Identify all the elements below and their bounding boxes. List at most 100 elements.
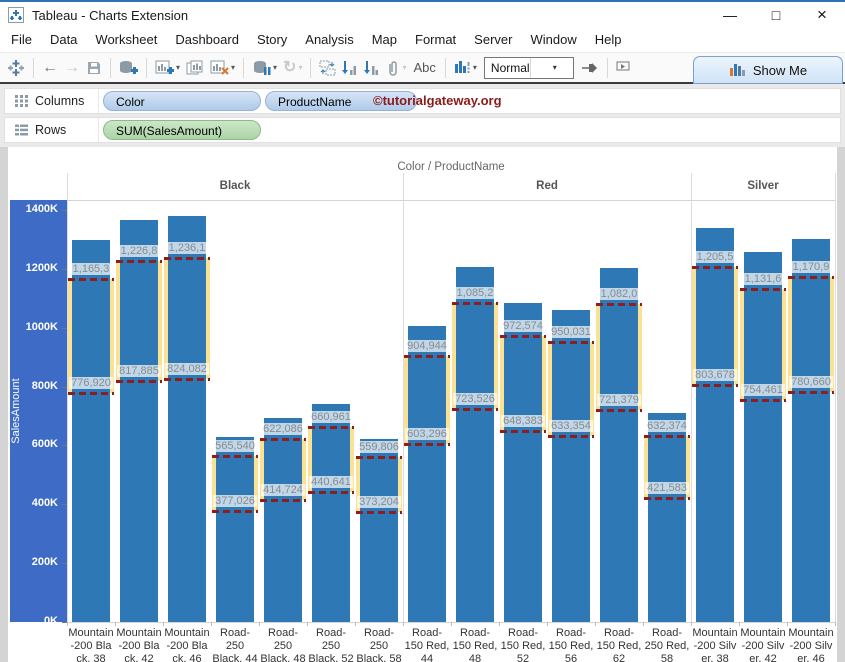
- category-label[interactable]: Road-250Black, 44: [208, 627, 262, 662]
- bar[interactable]: [408, 326, 446, 622]
- bar[interactable]: [744, 252, 782, 622]
- bar[interactable]: [792, 239, 830, 622]
- clear-sheet-button[interactable]: ▾: [210, 56, 235, 80]
- reference-line-lower: [692, 384, 738, 387]
- columns-icon: [15, 95, 28, 107]
- bar[interactable]: [312, 404, 350, 622]
- show-me-button[interactable]: Show Me: [693, 56, 843, 84]
- dropdown-caret-icon: ▾: [273, 63, 277, 72]
- minimize-button[interactable]: —: [707, 2, 753, 28]
- show-mark-labels-button[interactable]: Abc: [413, 60, 435, 75]
- menu-item-story[interactable]: Story: [248, 28, 296, 52]
- menu-item-file[interactable]: File: [2, 28, 41, 52]
- left-margin: [0, 147, 8, 662]
- fix-axes-button[interactable]: [581, 56, 599, 80]
- save-button[interactable]: [86, 56, 102, 80]
- y-tick-label: 800K: [8, 380, 58, 392]
- menu-item-analysis[interactable]: Analysis: [296, 28, 362, 52]
- bar[interactable]: [72, 240, 110, 622]
- bar[interactable]: [456, 267, 494, 622]
- category-label[interactable]: Road-150 Red,52: [496, 627, 550, 662]
- category-label[interactable]: Road-150 Red,44: [400, 627, 454, 662]
- category-label[interactable]: Mountain-200 Silver, 46: [784, 627, 838, 662]
- category-label[interactable]: Mountain-200 Black, 46: [160, 627, 214, 662]
- category-label-line: Mountain: [160, 627, 214, 640]
- menu-item-map[interactable]: Map: [363, 28, 406, 52]
- show-me-chart-icon: [729, 63, 746, 77]
- plot-top-border: [67, 200, 835, 201]
- category-label-line: Mountain: [64, 627, 118, 640]
- category-label-line: Mountain: [688, 627, 742, 640]
- fit-dropdown[interactable]: Normal ▾: [484, 57, 574, 79]
- menu-item-window[interactable]: Window: [521, 28, 585, 52]
- plot-right-border: [835, 173, 836, 622]
- category-label-line: ck, 42: [112, 653, 166, 662]
- menu-item-data[interactable]: Data: [41, 28, 86, 52]
- category-label[interactable]: Mountain-200 Silver, 42: [736, 627, 790, 662]
- bar[interactable]: [120, 220, 158, 622]
- reference-line-lower: [116, 380, 162, 383]
- pause-auto-updates-button[interactable]: ▾: [252, 56, 277, 80]
- rows-shelf[interactable]: Rows SUM(SalesAmount): [4, 117, 841, 143]
- bar[interactable]: [504, 303, 542, 622]
- category-label[interactable]: Road-250 Red,58: [640, 627, 694, 662]
- category-label-line: er, 38: [688, 653, 742, 662]
- refresh-button[interactable]: ↻▾: [283, 56, 302, 80]
- category-label-line: Road-: [400, 627, 454, 640]
- close-button[interactable]: ×: [799, 2, 845, 28]
- redo-button[interactable]: →: [64, 56, 80, 80]
- category-label-line: 58: [640, 653, 694, 662]
- swap-rows-columns-button[interactable]: [319, 56, 336, 80]
- duplicate-sheet-button[interactable]: [186, 56, 204, 80]
- bar[interactable]: [360, 439, 398, 622]
- category-label[interactable]: Road-250Black, 48: [256, 627, 310, 662]
- bar[interactable]: [696, 228, 734, 622]
- new-data-source-button[interactable]: [119, 56, 138, 80]
- bar[interactable]: [600, 268, 638, 622]
- pane-header-silver[interactable]: Silver: [747, 180, 778, 192]
- menu-item-format[interactable]: Format: [406, 28, 465, 52]
- pill-sum-salesamount-[interactable]: SUM(SalesAmount): [103, 120, 261, 140]
- category-label[interactable]: Road-250Black, 52: [304, 627, 358, 662]
- presentation-mode-button[interactable]: [616, 56, 630, 80]
- rows-shelf-label: Rows: [5, 118, 99, 142]
- fit-icon[interactable]: ▾: [454, 56, 477, 80]
- category-label[interactable]: Road-250Black, 58: [352, 627, 406, 662]
- reference-line-lower: [356, 511, 402, 514]
- menu-item-server[interactable]: Server: [465, 28, 521, 52]
- category-label[interactable]: Mountain-200 Silver, 38: [688, 627, 742, 662]
- bar[interactable]: [648, 413, 686, 622]
- pane-header-black[interactable]: Black: [220, 180, 251, 192]
- category-label-line: 150 Red,: [400, 640, 454, 653]
- x-axis-tick: [451, 622, 452, 626]
- chart-canvas[interactable]: Color / ProductNameSalesAmount0K200K400K…: [0, 147, 845, 662]
- category-label-line: 250: [256, 640, 310, 653]
- value-label-lower: 373,204: [357, 496, 401, 508]
- category-label-line: -200 Bla: [112, 640, 166, 653]
- category-label[interactable]: Mountain-200 Black, 42: [112, 627, 166, 662]
- sort-ascending-button[interactable]: [342, 56, 358, 80]
- bar[interactable]: [168, 216, 206, 622]
- menu-item-dashboard[interactable]: Dashboard: [166, 28, 248, 52]
- value-label-lower: 377,026: [213, 495, 257, 507]
- menu-bar: FileDataWorksheetDashboardStoryAnalysisM…: [0, 28, 845, 53]
- pane-header-red[interactable]: Red: [536, 180, 558, 192]
- columns-shelf[interactable]: Columns ColorProductName ©tutorialgatewa…: [4, 88, 841, 114]
- category-label[interactable]: Road-150 Red,56: [544, 627, 598, 662]
- menu-item-help[interactable]: Help: [586, 28, 631, 52]
- bar[interactable]: [552, 310, 590, 622]
- category-label[interactable]: Road-150 Red,48: [448, 627, 502, 662]
- y-tick-label: 600K: [8, 438, 58, 450]
- pill-color[interactable]: Color: [103, 91, 261, 111]
- undo-button[interactable]: ←: [42, 56, 58, 80]
- bar[interactable]: [216, 437, 254, 622]
- bar[interactable]: [264, 418, 302, 622]
- category-label-line: Mountain: [112, 627, 166, 640]
- menu-item-worksheet[interactable]: Worksheet: [86, 28, 166, 52]
- category-label[interactable]: Road-150 Red,62: [592, 627, 646, 662]
- new-worksheet-button[interactable]: ▾: [155, 56, 180, 80]
- group-members-button[interactable]: ▾: [386, 56, 406, 80]
- sort-descending-button[interactable]: [364, 56, 380, 80]
- category-label[interactable]: Mountain-200 Black, 38: [64, 627, 118, 662]
- maximize-button[interactable]: □: [753, 2, 799, 28]
